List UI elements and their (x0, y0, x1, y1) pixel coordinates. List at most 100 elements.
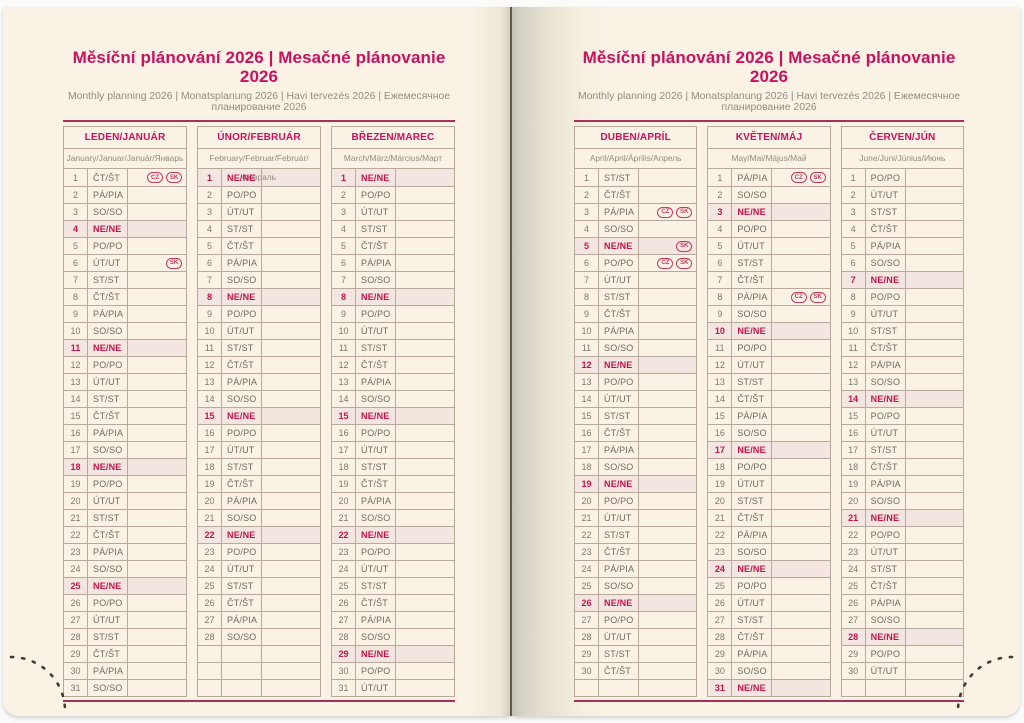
month-languages: March/März/Március/Март (332, 149, 454, 169)
day-number: 23 (64, 544, 88, 560)
day-number: 17 (198, 442, 222, 458)
day-number: 29 (842, 646, 866, 662)
day-number: 9 (198, 306, 222, 322)
day-row: 17 SO/SO (64, 441, 186, 458)
notes-cell (772, 187, 829, 203)
notes-cell (639, 595, 696, 611)
notes-cell (396, 357, 454, 373)
day-number: 30 (332, 663, 356, 679)
day-abbreviation: NE/NE (866, 391, 906, 407)
day-abbreviation: NE/NE (732, 323, 773, 339)
day-row: 10 ÚT/UT (198, 322, 320, 339)
day-abbreviation: PO/PO (866, 408, 906, 424)
notes-cell (128, 544, 186, 560)
day-number: 13 (64, 374, 88, 390)
day-number: 3 (198, 204, 222, 220)
day-abbreviation: ČT/ŠT (599, 306, 639, 322)
day-abbreviation: ČT/ŠT (732, 391, 773, 407)
day-abbreviation: PO/PO (356, 425, 396, 441)
day-number: 12 (842, 357, 866, 373)
cz-holiday-badge: CZ (147, 172, 163, 183)
day-abbreviation: ST/ST (88, 510, 128, 526)
day-row: 10 ST/ST (841, 322, 963, 339)
notes-cell (772, 255, 829, 271)
day-number: 26 (842, 595, 866, 611)
day-number: 17 (64, 442, 88, 458)
day-abbreviation: PO/PO (732, 459, 773, 475)
day-number: 3 (575, 204, 599, 220)
sunday-row: 18 NE/NE (64, 458, 186, 475)
day-number: 21 (708, 510, 733, 526)
notes-cell (772, 391, 829, 407)
day-row: 12 ČT/ŠT (198, 356, 320, 373)
notes-cell (772, 425, 829, 441)
day-abbreviation: PO/PO (88, 595, 128, 611)
day-row: 20 ST/ST (708, 492, 830, 509)
day-row: 27 PÁ/PIA (332, 611, 454, 628)
day-number: 13 (575, 374, 599, 390)
day-row: 11 ST/ST (198, 339, 320, 356)
notes-cell (906, 221, 963, 237)
day-number: 5 (198, 238, 222, 254)
notes-cell (396, 289, 454, 305)
day-number: 21 (575, 510, 599, 526)
notes-cell (396, 476, 454, 492)
day-number: 20 (842, 493, 866, 509)
day-number: 27 (708, 612, 733, 628)
day-row: 6 PÁ/PIA (198, 254, 320, 271)
day-number: 30 (842, 663, 866, 679)
notes-cell (772, 272, 829, 288)
day-row: 29 ČT/ŠT (64, 645, 186, 662)
empty-day-abbreviation (222, 663, 262, 679)
notes-cell (639, 544, 696, 560)
day-abbreviation: SO/SO (866, 374, 906, 390)
notes-cell (772, 510, 829, 526)
notes-cell (128, 578, 186, 594)
day-row: 4 ČT/ŠT (841, 220, 963, 237)
day-row: 21 SO/SO (332, 509, 454, 526)
day-abbreviation: PÁ/PIA (599, 561, 639, 577)
day-abbreviation: ST/ST (88, 391, 128, 407)
notes-cell (396, 578, 454, 594)
cz-holiday-badge: CZ (657, 257, 674, 269)
day-abbreviation: ÚT/UT (732, 238, 773, 254)
day-row: 28 ÚT/UT (575, 628, 697, 645)
day-abbreviation: NE/NE (356, 169, 396, 186)
day-abbreviation: NE/NE (88, 340, 128, 356)
day-number: 29 (708, 646, 733, 662)
day-row: 28 SO/SO (198, 628, 320, 645)
day-abbreviation: SO/SO (866, 255, 906, 271)
notes-cell (128, 340, 186, 356)
day-abbreviation: PÁ/PIA (599, 204, 639, 220)
day-number: 30 (708, 663, 733, 679)
day-row: 16 SO/SO (708, 424, 830, 441)
day-row: 25 ČT/ŠT (841, 577, 963, 594)
day-abbreviation: SO/SO (88, 204, 128, 220)
day-row: 23 SO/SO (708, 543, 830, 560)
day-abbreviation: ČT/ŠT (599, 663, 639, 679)
sk-holiday-badge: SK (166, 257, 182, 269)
day-abbreviation: ÚT/UT (866, 663, 906, 679)
sunday-row: 12 NE/NE (575, 356, 697, 373)
day-row: 26 PÁ/PIA (841, 594, 963, 611)
day-number: 29 (64, 646, 88, 662)
day-abbreviation: ÚT/UT (356, 561, 396, 577)
notes-cell: SK (128, 255, 186, 271)
notes-cell (262, 306, 320, 322)
day-number: 25 (842, 578, 866, 594)
notes-cell (262, 169, 320, 186)
day-abbreviation: SO/SO (356, 510, 396, 526)
day-number: 10 (575, 323, 599, 339)
sunday-row: 11 NE/NE (64, 339, 186, 356)
day-abbreviation: ST/ST (356, 459, 396, 475)
day-row: 14 ÚT/UT (575, 390, 697, 407)
day-row: 21 ČT/ŠT (708, 509, 830, 526)
day-abbreviation: PÁ/PIA (88, 544, 128, 560)
day-number: 23 (198, 544, 222, 560)
day-number: 10 (64, 323, 88, 339)
notes-cell (772, 595, 829, 611)
day-number: 28 (708, 629, 733, 645)
day-abbreviation: NE/NE (599, 476, 639, 492)
day-abbreviation: ST/ST (356, 340, 396, 356)
month-title: KVĚTEN/MÁJ (708, 127, 830, 149)
